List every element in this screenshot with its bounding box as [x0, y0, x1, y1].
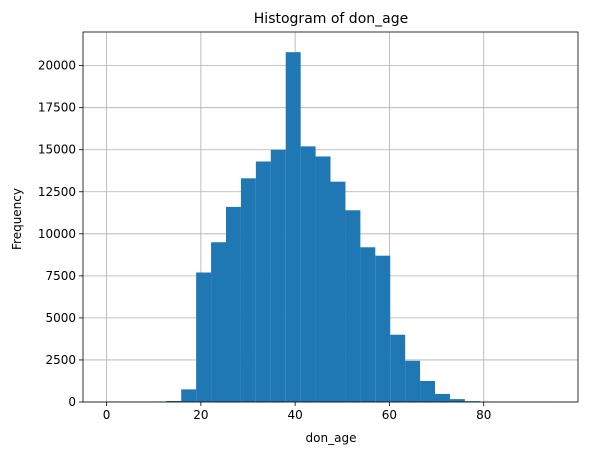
histogram-bar — [345, 210, 360, 402]
histogram-bar — [420, 381, 435, 402]
x-axis-title: don_age — [306, 431, 357, 445]
y-axis-title: Frequency — [10, 188, 24, 250]
x-tick-label: 60 — [382, 408, 397, 422]
y-tick-label: 17500 — [38, 101, 76, 115]
chart-title: Histogram of don_age — [254, 11, 408, 27]
histogram-bar — [271, 150, 286, 402]
histogram-bar — [226, 207, 241, 402]
histogram-bar — [286, 52, 301, 402]
histogram-bar — [301, 146, 316, 402]
y-tick-label: 2500 — [45, 353, 76, 367]
histogram-bar — [181, 389, 196, 402]
histogram-bar — [211, 242, 226, 402]
y-tick-label: 12500 — [38, 185, 76, 199]
histogram-bar — [435, 394, 450, 402]
x-tick-label: 40 — [288, 408, 303, 422]
histogram-bar — [390, 335, 405, 402]
x-tick-label: 20 — [193, 408, 208, 422]
y-tick-label: 20000 — [38, 59, 76, 73]
x-tick-label: 80 — [476, 408, 491, 422]
histogram-bar — [360, 247, 375, 402]
histogram-bar — [316, 156, 331, 402]
histogram-bar — [256, 162, 271, 403]
histogram-bar — [450, 399, 465, 402]
histogram-bar — [196, 273, 211, 403]
histogram-bar — [405, 361, 420, 402]
histogram-bar — [375, 256, 390, 402]
histogram-bar — [331, 182, 346, 402]
y-tick-label: 15000 — [38, 143, 76, 157]
bars-layer — [107, 52, 555, 402]
y-tick-label: 10000 — [38, 227, 76, 241]
histogram-bar — [241, 178, 256, 402]
x-tick-label: 0 — [103, 408, 111, 422]
y-tick-label: 7500 — [45, 269, 76, 283]
y-tick-label: 5000 — [45, 311, 76, 325]
y-tick-label: 0 — [68, 395, 76, 409]
